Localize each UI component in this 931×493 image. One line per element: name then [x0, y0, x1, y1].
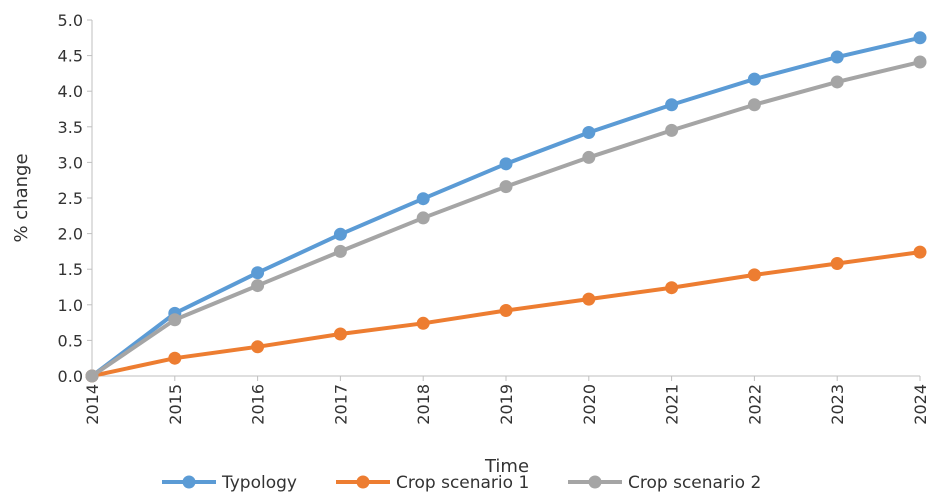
data-point [416, 211, 430, 225]
data-point [333, 327, 347, 341]
x-tick-label: 2018 [414, 384, 433, 425]
data-point [830, 50, 844, 64]
y-tick-label: 3.5 [58, 118, 83, 137]
data-point [333, 227, 347, 241]
x-tick-label: 2024 [911, 384, 930, 425]
y-tick-label: 1.5 [58, 260, 83, 279]
data-point [85, 369, 99, 383]
y-tick-label: 1.0 [58, 296, 83, 315]
data-point [168, 351, 182, 365]
series-line [90, 60, 921, 378]
x-tick-label: 2021 [663, 384, 682, 425]
x-tick-label: 2019 [497, 384, 516, 425]
legend-swatch-marker [182, 475, 196, 489]
data-point [665, 281, 679, 295]
legend-swatch-marker [588, 475, 602, 489]
x-axis-title: Time [484, 456, 529, 477]
data-point [251, 266, 265, 280]
legend-label: Crop scenario 1 [396, 473, 529, 493]
series-crop-scenario-2 [85, 55, 927, 383]
data-point [747, 98, 761, 112]
data-point [830, 75, 844, 89]
legend-label: Crop scenario 2 [628, 473, 761, 493]
x-axis-ticks: 2014 2015 2016 2017 2018 2019 2020 2021 2022 2023… [83, 376, 930, 425]
series-crop-scenario-1 [85, 245, 927, 383]
series-typology [85, 31, 927, 383]
y-tick-label: 5.0 [58, 11, 83, 30]
data-point [499, 157, 513, 171]
data-point [665, 98, 679, 112]
data-point [251, 279, 265, 293]
data-point [665, 123, 679, 137]
legend-item: Typology [162, 473, 297, 493]
legend-item: Crop scenario 2 [568, 473, 761, 493]
data-point [168, 313, 182, 327]
data-point [913, 245, 927, 259]
series-layer [85, 31, 927, 383]
y-tick-label: 3.0 [58, 153, 83, 172]
data-point [747, 268, 761, 282]
y-tick-label: 4.5 [58, 47, 83, 66]
x-tick-label: 2016 [249, 384, 268, 425]
data-point [416, 192, 430, 206]
x-tick-label: 2022 [745, 384, 764, 425]
y-tick-label: 2.5 [58, 189, 83, 208]
x-tick-label: 2020 [580, 384, 599, 425]
x-tick-label: 2023 [828, 384, 847, 425]
data-point [747, 72, 761, 86]
legend-label: Typology [221, 473, 297, 493]
x-tick-label: 2015 [166, 384, 185, 425]
data-point [913, 31, 927, 45]
data-point [499, 303, 513, 317]
y-tick-label: 4.0 [58, 82, 83, 101]
data-point [830, 257, 844, 271]
data-point [582, 125, 596, 139]
data-point [251, 340, 265, 354]
y-tick-label: 0.0 [58, 367, 83, 386]
y-axis-title: % change [11, 153, 32, 242]
legend-item: Crop scenario 1 [336, 473, 529, 493]
y-axis-ticks: 0.0 0.5 1.0 1.5 2.0 2.5 3.0 3.5 4.0 4.5 5.0 [58, 11, 92, 386]
legend: Typology Crop scenario 1 Crop scenario 2 [162, 473, 761, 493]
data-point [582, 292, 596, 306]
series-line [90, 35, 921, 378]
x-tick-label: 2014 [83, 384, 102, 425]
data-point [582, 150, 596, 164]
data-point [416, 316, 430, 330]
y-tick-label: 2.0 [58, 225, 83, 244]
data-point [333, 244, 347, 258]
data-point [913, 55, 927, 69]
legend-swatch-marker [356, 475, 370, 489]
y-tick-label: 0.5 [58, 331, 83, 350]
data-point [499, 180, 513, 194]
x-tick-label: 2017 [331, 384, 350, 425]
